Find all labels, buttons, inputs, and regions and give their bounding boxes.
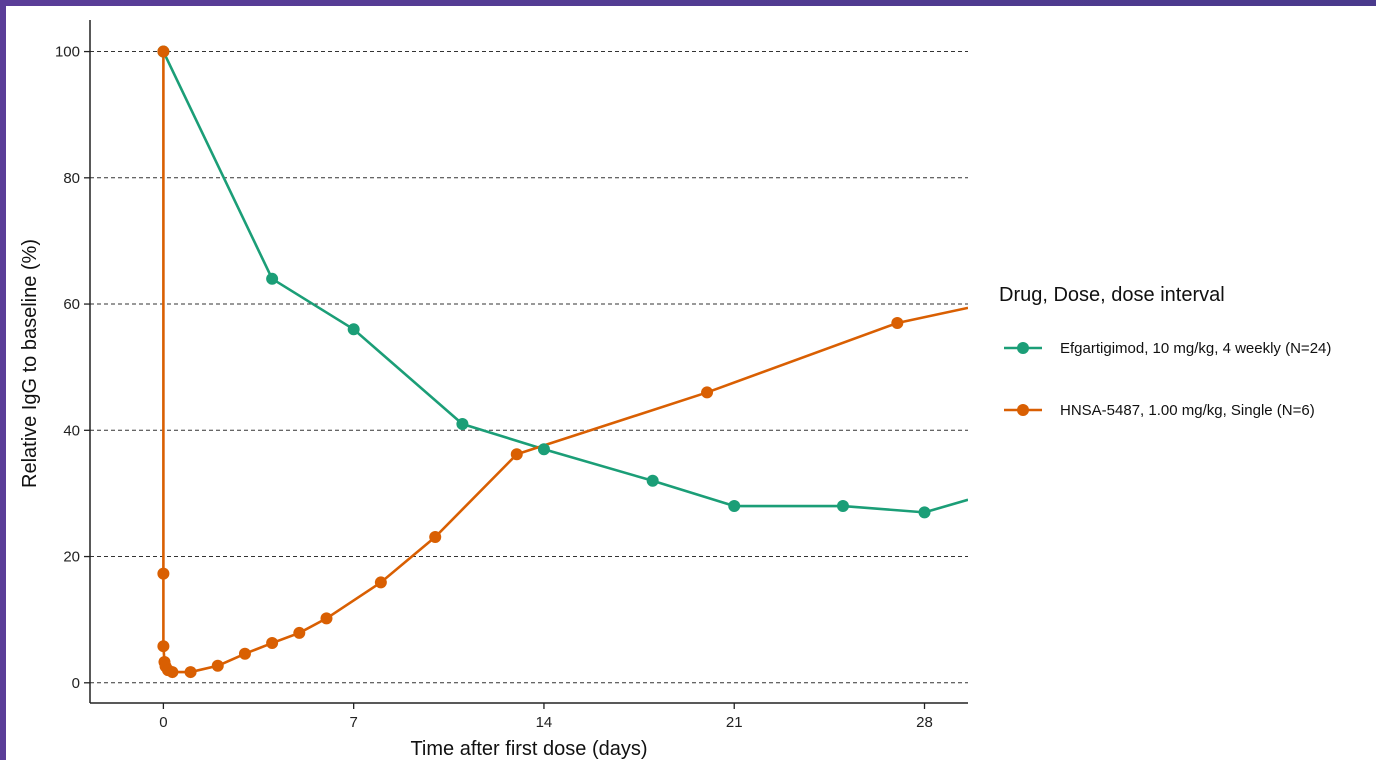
series-2-point [429, 530, 442, 543]
legend: Drug, Dose, dose interval Efgartigimod, … [999, 284, 1331, 419]
series-1-point [918, 506, 931, 519]
legend-marker-1 [1017, 342, 1029, 354]
series-1-point [836, 500, 849, 513]
legend-label-1: Efgartigimod, 10 mg/kg, 4 weekly (N=24) [1060, 340, 1331, 357]
chart-frame: 0 20 40 60 80 100 0 7 14 21 28 Time after first do… [6, 6, 1376, 760]
series-2-point [238, 647, 251, 660]
legend-marker-2 [1017, 404, 1029, 416]
series-2-point [166, 666, 179, 679]
series-points [157, 45, 931, 679]
series-2-point [374, 576, 387, 589]
series-2-point [266, 637, 279, 650]
series-lines [162, 50, 968, 674]
y-tick-label: 80 [63, 170, 80, 187]
x-tick-label: 0 [159, 714, 167, 731]
legend-title: Drug, Dose, dose interval [999, 284, 1225, 306]
x-tick-label: 21 [726, 714, 743, 731]
x-tick-label: 14 [536, 714, 553, 731]
series-2-point [320, 612, 333, 625]
series-2-point [510, 448, 523, 461]
axes: 0 20 40 60 80 100 0 7 14 21 28 [55, 20, 968, 731]
x-axis-title: Time after first dose (days) [410, 738, 647, 760]
series-1-point [646, 474, 659, 487]
series-2-point [891, 316, 904, 329]
series-2-point [701, 386, 714, 399]
series-1-point [347, 323, 360, 336]
y-tick-label: 60 [63, 296, 80, 313]
series-line-1 [162, 50, 968, 514]
series-line-2 [162, 51, 968, 674]
x-tick-label: 7 [349, 714, 357, 731]
series-1-point [537, 443, 550, 456]
series-2-point [157, 640, 170, 653]
y-tick-label: 0 [72, 675, 80, 692]
y-tick-label: 40 [63, 422, 80, 439]
series-2-point [211, 659, 224, 672]
series-2-point [157, 45, 170, 58]
series-1-point [456, 417, 469, 430]
y-tick-label: 100 [55, 44, 80, 61]
series-2-point [184, 666, 197, 679]
legend-label-2: HNSA-5487, 1.00 mg/kg, Single (N=6) [1060, 402, 1315, 419]
y-axis-title: Relative IgG to baseline (%) [19, 239, 41, 488]
y-tick-label: 20 [63, 549, 80, 566]
series-1-point [728, 500, 741, 513]
x-tick-label: 28 [916, 714, 933, 731]
series-2-point [157, 567, 170, 580]
series-2-point [293, 626, 306, 639]
series-1-point [266, 272, 279, 285]
grid-lines [90, 51, 968, 684]
igg-line-chart: 0 20 40 60 80 100 0 7 14 21 28 Time after first do… [19, 20, 1331, 760]
